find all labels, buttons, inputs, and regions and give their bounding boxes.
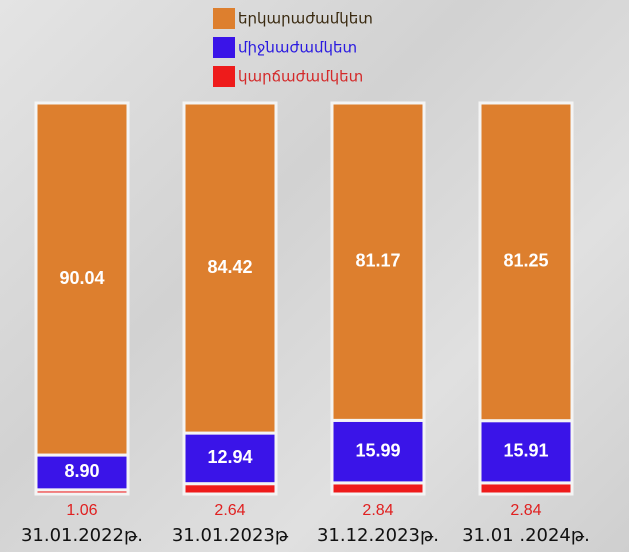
- value-label: 81.17: [355, 250, 400, 270]
- x-tick-label: 31.01.2023թ: [172, 525, 289, 546]
- x-tick-label: 31.12.2023թ.: [317, 525, 439, 546]
- legend-label: երկարաժամկետ: [238, 10, 373, 28]
- value-label: 84.42: [207, 257, 252, 277]
- legend-swatch: [213, 37, 235, 58]
- value-label: 2.84: [362, 502, 393, 519]
- bar-segment: [478, 101, 574, 423]
- bar-segment: [330, 101, 426, 422]
- value-label: 15.91: [503, 441, 548, 461]
- bar-segment: [182, 482, 278, 496]
- value-label: 90.04: [59, 268, 104, 288]
- value-label: 8.90: [64, 461, 99, 481]
- bar-segment: [478, 419, 574, 485]
- bar-segment: [182, 431, 278, 486]
- bar-segment: [330, 481, 426, 496]
- value-label: 1.06: [66, 502, 97, 519]
- value-label: 15.99: [355, 440, 400, 460]
- legend-swatch: [213, 8, 235, 29]
- bar-segment: [182, 101, 278, 435]
- value-label: 2.84: [510, 502, 541, 519]
- legend-label: միջնաժամկետ: [238, 39, 357, 57]
- bar-segment: [34, 101, 130, 457]
- x-tick-label: 31.01.2022թ.: [21, 525, 143, 546]
- value-label: 2.64: [214, 502, 245, 519]
- bar-segment: [478, 481, 574, 496]
- legend-label: կարճաժամկետ: [238, 68, 363, 86]
- legend-swatch: [213, 66, 235, 87]
- x-tick-label: 31.01 .2024թ.: [462, 525, 590, 546]
- value-label: 81.25: [503, 251, 548, 271]
- value-label: 12.94: [207, 447, 252, 467]
